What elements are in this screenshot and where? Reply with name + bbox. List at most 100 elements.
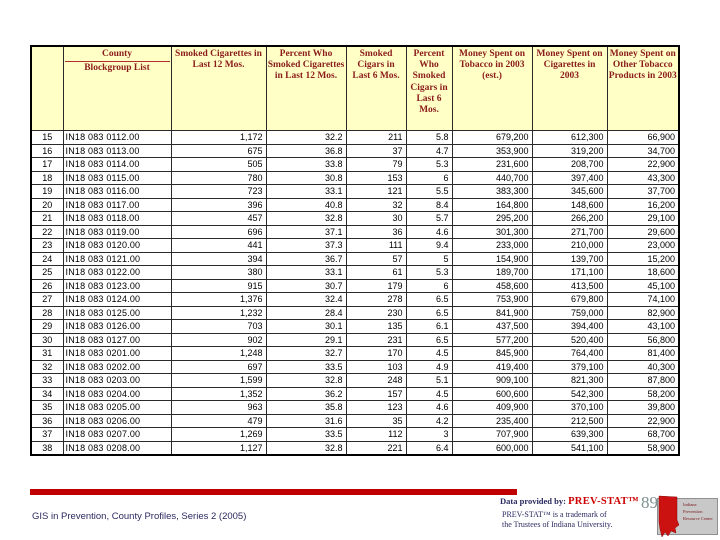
- money-tobacco-cell: 753,900: [451, 292, 533, 307]
- page-number: 89: [641, 493, 658, 512]
- table-row: 18 IN18 083 0115.00 780 30.8 153 6 440,700 397,…: [30, 170, 680, 185]
- smoked-cigars-cell: 57: [345, 251, 407, 266]
- money-cigarettes-cell: 148,600: [531, 197, 608, 212]
- table-row: 34 IN18 083 0204.00 1,352 36.2 157 4.5 600,600…: [30, 386, 680, 401]
- money-cigarettes-cell: 821,300: [531, 373, 608, 388]
- pct-smoked-cigarettes-cell: 33.1: [265, 265, 347, 280]
- row-number-cell: 24: [30, 251, 64, 266]
- row-number-cell: 26: [30, 278, 64, 293]
- money-cigarettes-cell: 212,500: [531, 413, 608, 428]
- pct-smoked-cigarettes-cell: 37.1: [265, 224, 347, 239]
- table-row: 21 IN18 083 0118.00 457 32.8 30 5.7 295,200 266…: [30, 211, 680, 226]
- pct-smoked-cigarettes-cell: 33.1: [265, 184, 347, 199]
- pct-smoked-cigars-cell: 5.3: [405, 265, 453, 280]
- header-money-other: Money Spent on Other Tobacco Products in…: [606, 45, 680, 131]
- row-number-cell: 20: [30, 197, 64, 212]
- pct-smoked-cigars-cell: 3: [405, 427, 453, 442]
- smoked-cigars-cell: 111: [345, 238, 407, 253]
- row-number-cell: 36: [30, 413, 64, 428]
- pct-smoked-cigars-cell: 6: [405, 170, 453, 185]
- table-row: 17 IN18 083 0114.00 505 33.8 79 5.3 231,600 208…: [30, 157, 680, 172]
- money-other-cell: 43,300: [606, 170, 680, 185]
- money-tobacco-cell: 301,300: [451, 224, 533, 239]
- money-tobacco-cell: 845,900: [451, 346, 533, 361]
- money-cigarettes-cell: 345,600: [531, 184, 608, 199]
- money-other-cell: 23,000: [606, 238, 680, 253]
- smoked-cigarettes-cell: 394: [170, 251, 267, 266]
- money-cigarettes-cell: 139,700: [531, 251, 608, 266]
- blockgroup-id-cell: IN18 083 0127.00: [62, 332, 172, 347]
- money-cigarettes-cell: 679,800: [531, 292, 608, 307]
- money-cigarettes-cell: 413,500: [531, 278, 608, 293]
- county-header-subtitle: Blockgroup List: [84, 63, 150, 74]
- pct-smoked-cigarettes-cell: 29.1: [265, 332, 347, 347]
- table-row: 38 IN18 083 0208.00 1,127 32.8 221 6.4 600,000…: [30, 440, 680, 456]
- smoked-cigarettes-cell: 902: [170, 332, 267, 347]
- money-tobacco-cell: 154,900: [451, 251, 533, 266]
- pct-smoked-cigars-cell: 8.4: [405, 197, 453, 212]
- money-cigarettes-cell: 210,000: [531, 238, 608, 253]
- pct-smoked-cigars-cell: 4.2: [405, 413, 453, 428]
- table-row: 32 IN18 083 0202.00 697 33.5 103 4.9 419,400 37…: [30, 359, 680, 374]
- money-cigarettes-cell: 764,400: [531, 346, 608, 361]
- row-number-cell: 34: [30, 386, 64, 401]
- pct-smoked-cigarettes-cell: 31.6: [265, 413, 347, 428]
- money-tobacco-cell: 577,200: [451, 332, 533, 347]
- pct-smoked-cigarettes-cell: 32.8: [265, 373, 347, 388]
- iprc-logo: Indiana Prevention Resource Center: [657, 495, 718, 538]
- smoked-cigarettes-cell: 1,599: [170, 373, 267, 388]
- smoked-cigarettes-cell: 675: [170, 143, 267, 158]
- money-cigarettes-cell: 639,300: [531, 427, 608, 442]
- pct-smoked-cigars-cell: 5.5: [405, 184, 453, 199]
- smoked-cigarettes-cell: 1,376: [170, 292, 267, 307]
- pct-smoked-cigarettes-cell: 35.8: [265, 400, 347, 415]
- smoked-cigarettes-cell: 479: [170, 413, 267, 428]
- header-smoked-cigars: Smoked Cigars in Last 6 Mos.: [345, 45, 407, 131]
- smoked-cigars-cell: 153: [345, 170, 407, 185]
- blockgroup-id-cell: IN18 083 0123.00: [62, 278, 172, 293]
- pct-smoked-cigarettes-cell: 33.5: [265, 359, 347, 374]
- row-number-cell: 29: [30, 319, 64, 334]
- pct-smoked-cigars-cell: 6.5: [405, 332, 453, 347]
- smoked-cigars-cell: 79: [345, 157, 407, 172]
- pct-smoked-cigars-cell: 5.1: [405, 373, 453, 388]
- smoked-cigars-cell: 278: [345, 292, 407, 307]
- indiana-state-icon: [658, 495, 680, 538]
- table-row: 22 IN18 083 0119.00 696 37.1 36 4.6 301,300 271…: [30, 224, 680, 239]
- row-number-cell: 23: [30, 238, 64, 253]
- table-row: 15 IN18 083 0112.00 1,172 32.2 211 5.8 679,200…: [30, 130, 680, 145]
- pct-smoked-cigarettes-cell: 36.2: [265, 386, 347, 401]
- table-row: 25 IN18 083 0122.00 380 33.1 61 5.3 189,700 171…: [30, 265, 680, 280]
- county-header-cell: County Blockgroup List: [62, 45, 172, 131]
- blockgroup-id-cell: IN18 083 0208.00: [62, 440, 172, 456]
- smoked-cigarettes-cell: 441: [170, 238, 267, 253]
- smoked-cigars-cell: 123: [345, 400, 407, 415]
- money-tobacco-cell: 353,900: [451, 143, 533, 158]
- smoked-cigarettes-cell: 1,352: [170, 386, 267, 401]
- smoked-cigarettes-cell: 1,232: [170, 305, 267, 320]
- table-row: 33 IN18 083 0203.00 1,599 32.8 248 5.1 909,100…: [30, 373, 680, 388]
- pct-smoked-cigars-cell: 5.3: [405, 157, 453, 172]
- row-number-cell: 22: [30, 224, 64, 239]
- table-row: 28 IN18 083 0125.00 1,232 28.4 230 6.5 841,900…: [30, 305, 680, 320]
- pct-smoked-cigarettes-cell: 32.4: [265, 292, 347, 307]
- money-other-cell: 34,700: [606, 143, 680, 158]
- money-other-cell: 29,100: [606, 211, 680, 226]
- smoked-cigarettes-cell: 1,269: [170, 427, 267, 442]
- money-cigarettes-cell: 541,100: [531, 440, 608, 456]
- pct-smoked-cigars-cell: 6.1: [405, 319, 453, 334]
- money-other-cell: 87,800: [606, 373, 680, 388]
- pct-smoked-cigarettes-cell: 40.8: [265, 197, 347, 212]
- pct-smoked-cigars-cell: 4.7: [405, 143, 453, 158]
- money-cigarettes-cell: 612,300: [531, 130, 608, 145]
- row-number-cell: 27: [30, 292, 64, 307]
- table-row: 26 IN18 083 0123.00 915 30.7 179 6 458,600 413,…: [30, 278, 680, 293]
- pct-smoked-cigarettes-cell: 33.5: [265, 427, 347, 442]
- smoked-cigarettes-cell: 380: [170, 265, 267, 280]
- smoked-cigars-cell: 221: [345, 440, 407, 456]
- money-cigarettes-cell: 542,300: [531, 386, 608, 401]
- blockgroup-id-cell: IN18 083 0121.00: [62, 251, 172, 266]
- blockgroup-id-cell: IN18 083 0118.00: [62, 211, 172, 226]
- money-tobacco-cell: 383,300: [451, 184, 533, 199]
- money-tobacco-cell: 164,800: [451, 197, 533, 212]
